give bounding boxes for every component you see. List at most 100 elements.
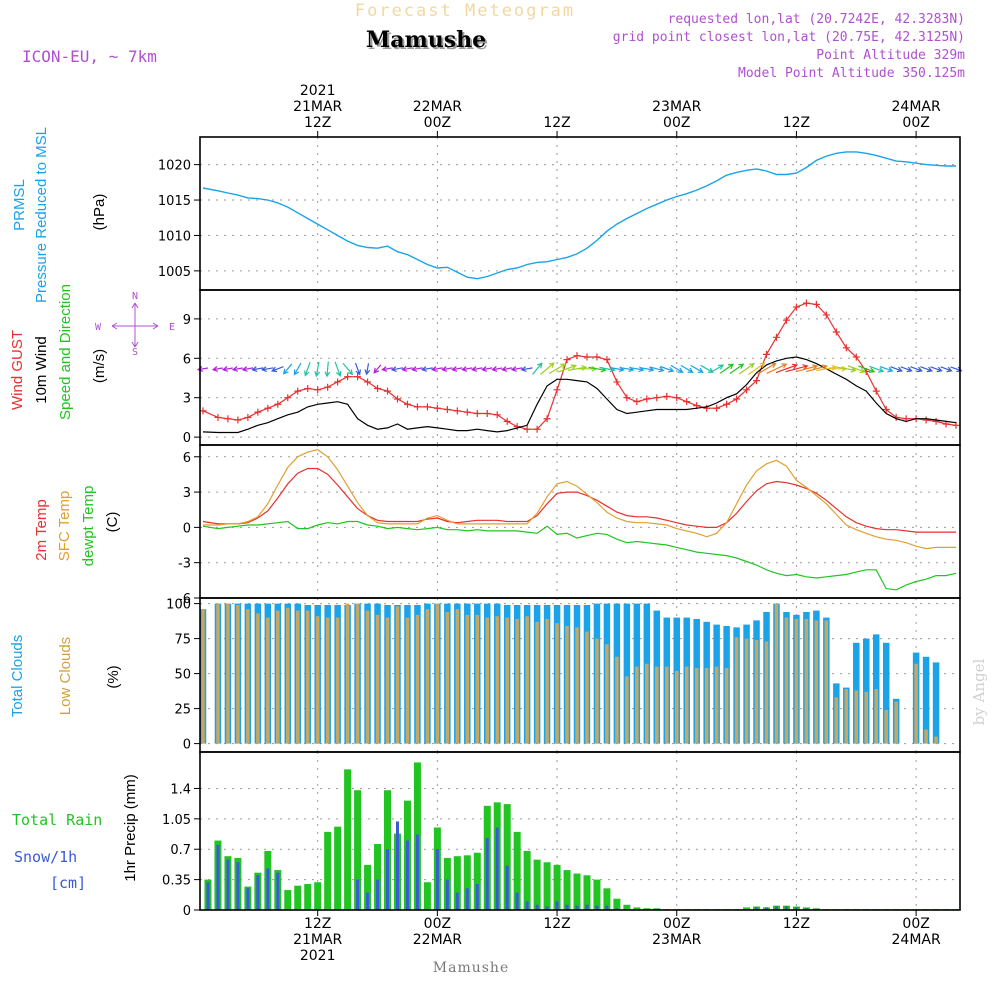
- wind-direction-arrow: [390, 366, 404, 372]
- precip-total-bar: [334, 826, 342, 910]
- cloud-low-bar: [934, 736, 938, 744]
- wind-direction-arrow: [847, 365, 866, 374]
- wind-direction-arrow: [441, 366, 453, 372]
- precip-snow-bar: [356, 879, 360, 910]
- ytick-label: 25: [174, 703, 191, 718]
- precip-snow-bar: [495, 827, 499, 910]
- cloud-low-bar: [216, 603, 220, 744]
- precip-snow-bar: [595, 905, 599, 910]
- precip-snow-bar: [505, 865, 509, 910]
- wind-direction-arrow: [481, 366, 493, 372]
- wind-direction-arrow: [879, 366, 894, 373]
- cloud-low-bar: [505, 617, 509, 744]
- dewpt-label: dewpt Temp: [80, 486, 97, 567]
- cloud-low-bar: [246, 609, 250, 744]
- cloud-low-bar: [266, 617, 270, 744]
- precip-snow-bar: [455, 892, 459, 910]
- cloud-low-bar: [734, 637, 739, 744]
- panel-5: 0 0.35 0.7 1.05 1.4: [162, 751, 961, 919]
- cloud-low-bar: [684, 666, 689, 744]
- bottom-time-label: 12Z: [304, 916, 331, 932]
- precip-total-bar: [583, 875, 591, 910]
- gust-marker: [543, 415, 551, 423]
- top-time-label: 12Z: [543, 115, 570, 131]
- wind-direction-arrow: [738, 362, 755, 375]
- top-time-label: 00Z: [663, 115, 690, 131]
- cloud-low-bar: [635, 666, 639, 744]
- precip-total-bar: [593, 879, 601, 910]
- cloud-low-bar: [325, 617, 330, 744]
- bottom-time-label: 22MAR: [413, 932, 462, 948]
- wind-direction-arrow: [491, 366, 503, 372]
- wind-direction-arrow: [420, 366, 433, 372]
- precip-snow-bar: [794, 907, 798, 910]
- wind-direction-arrow: [231, 366, 243, 372]
- gust-marker: [922, 416, 930, 424]
- wind-direction-arrow: [270, 366, 284, 373]
- cloud-total-bar: [922, 656, 930, 744]
- footer-location: Mamushe: [433, 960, 509, 976]
- cloud-low-bar: [774, 603, 779, 744]
- gust-marker: [374, 385, 382, 393]
- cloud-low-bar: [674, 670, 679, 744]
- gust-marker: [403, 400, 411, 408]
- ytick-label: 0: [183, 738, 191, 753]
- clouds-unit: (%): [105, 665, 122, 688]
- panel-2: 0 3 6 9: [183, 289, 963, 446]
- 2m-temp-line: [202, 467, 956, 533]
- bottom-time-label: 12Z: [783, 916, 810, 932]
- top-time-label: 2021: [300, 83, 336, 99]
- gust-marker: [264, 404, 272, 412]
- wind-direction-arrow: [836, 366, 857, 373]
- gust-marker: [932, 417, 940, 425]
- precip-snow-bar: [226, 859, 230, 910]
- gust-marker: [483, 409, 491, 417]
- cloud-low-bar: [555, 623, 559, 744]
- gust-marker: [423, 403, 431, 411]
- panel-frame: [199, 751, 961, 911]
- ytick-label: 3: [183, 392, 191, 407]
- cloud-low-bar: [655, 666, 659, 744]
- precip-total-bar: [503, 804, 511, 910]
- gust-marker: [443, 406, 451, 414]
- cloud-low-bar: [355, 603, 360, 744]
- cloud-low-bar: [535, 621, 539, 744]
- temp-unit: (C): [104, 512, 121, 533]
- precip-total-bar: [344, 769, 352, 910]
- cloud-low-bar: [625, 676, 629, 744]
- top-time-label: 24MAR: [892, 99, 941, 115]
- cloud-low-bar: [645, 663, 649, 744]
- precip-total-bar: [543, 862, 551, 910]
- dewpt-temp-line: [202, 520, 957, 591]
- gust-marker: [753, 377, 761, 385]
- cloud-low-bar: [874, 689, 878, 744]
- ytick-label: 0.35: [162, 874, 191, 889]
- precip-snow-bar: [415, 834, 419, 910]
- panel-1: 1005 1010 1015 1020: [158, 136, 961, 291]
- precip-total-bar: [364, 864, 372, 910]
- compass-e: E: [169, 322, 175, 333]
- gust-marker: [563, 356, 571, 364]
- wind-direction-arrow: [532, 362, 543, 375]
- wind-direction-arrow: [314, 361, 321, 378]
- wind-dir-label: Speed and Direction: [57, 284, 74, 420]
- gust-marker: [234, 416, 242, 424]
- wind-direction-arrow: [324, 361, 331, 378]
- precip-total-bar: [294, 885, 302, 910]
- gust-marker: [274, 400, 282, 408]
- gust-marker: [393, 395, 401, 403]
- compass-n: N: [132, 291, 138, 302]
- ytick-label: 1005: [158, 265, 191, 280]
- gust-marker: [344, 373, 352, 381]
- gust-marker: [743, 386, 751, 394]
- precip-total-bar: [603, 888, 611, 910]
- top-time-label: 22MAR: [413, 99, 462, 115]
- ytick-label: 0: [183, 904, 191, 919]
- gust-marker: [384, 387, 392, 395]
- gust-marker: [244, 413, 252, 421]
- bottom-time-label: 2021: [300, 948, 336, 964]
- precip-total-bar: [354, 790, 362, 910]
- cloud-low-bar: [575, 627, 579, 744]
- wind-direction-arrow: [470, 366, 483, 372]
- precip-snow-bar: [386, 849, 390, 910]
